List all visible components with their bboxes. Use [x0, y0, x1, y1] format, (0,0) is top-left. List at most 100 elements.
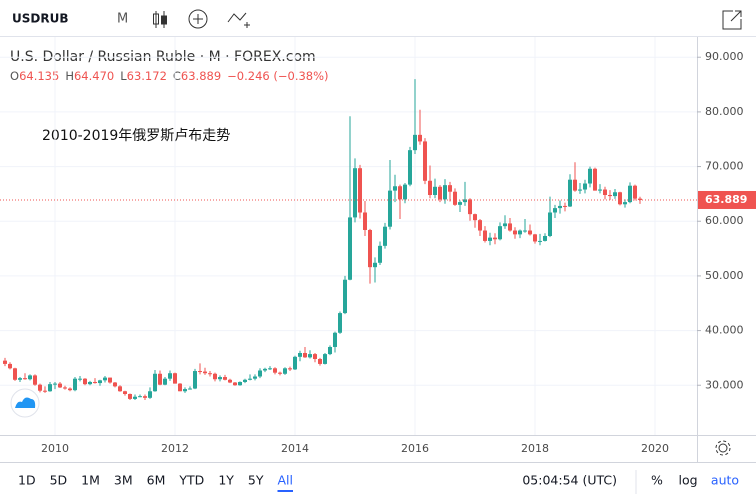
candle-body	[518, 230, 522, 235]
candle-body	[498, 226, 502, 240]
candle-body	[553, 208, 557, 213]
candle-body	[88, 381, 92, 385]
y-tick-label: 60.000	[705, 214, 744, 227]
last-price-box	[698, 190, 756, 209]
range-button[interactable]: 1D	[18, 473, 36, 488]
candle-body	[138, 396, 142, 398]
candle-body	[238, 381, 242, 386]
candle-body	[423, 141, 427, 181]
candle-body	[533, 234, 537, 242]
candle-body	[298, 352, 302, 357]
ohlc-legend: O64.135 H64.470 L63.172 C63.889 −0.246 (−0.3…	[10, 69, 329, 83]
candle-body	[373, 262, 377, 268]
candle-body	[363, 212, 367, 230]
candle-body	[588, 168, 592, 184]
candle-body	[168, 373, 172, 379]
scale-button[interactable]: log	[678, 473, 697, 488]
candle-body	[318, 359, 322, 364]
range-button[interactable]: 5D	[50, 473, 68, 488]
settings-icon[interactable]	[715, 440, 731, 456]
candle-body	[148, 391, 152, 398]
candle-body	[83, 378, 87, 385]
candle-body	[328, 346, 332, 355]
x-tick-label: 2014	[281, 442, 309, 455]
candle-body	[178, 383, 182, 392]
scale-button[interactable]: %	[651, 473, 663, 488]
candle-body	[348, 217, 352, 280]
add-icon[interactable]	[188, 9, 208, 29]
candle-body	[578, 189, 582, 191]
candle-body	[8, 363, 12, 369]
candle-body	[333, 332, 337, 347]
candle-body	[38, 384, 42, 391]
candle-body	[313, 354, 317, 360]
range-button[interactable]: All	[278, 473, 294, 488]
fullscreen-icon[interactable]	[722, 10, 742, 30]
candle-body	[393, 186, 397, 191]
candle-body	[183, 389, 187, 392]
candle-body	[448, 185, 452, 192]
candle-body	[198, 371, 202, 373]
candle-body	[58, 383, 62, 388]
x-tick-label: 2016	[401, 442, 429, 455]
ohlc-value: 63.889	[181, 69, 221, 83]
candle-body	[323, 354, 327, 364]
x-tick-label: 2010	[41, 442, 69, 455]
candle-body	[93, 381, 97, 384]
candle-body	[523, 230, 527, 232]
candle-body	[548, 212, 552, 236]
candle-body	[618, 192, 622, 205]
candle-body	[528, 230, 532, 235]
range-button[interactable]: 3M	[114, 473, 133, 488]
candle-body	[438, 186, 442, 200]
ohlc-prefix: H	[65, 69, 74, 83]
candle-body	[503, 223, 507, 227]
candle-body	[598, 189, 602, 191]
candle-body	[288, 368, 292, 370]
candle-body	[268, 368, 272, 370]
candle-body	[433, 186, 437, 195]
interval[interactable]: M	[117, 12, 128, 27]
candle-body	[408, 150, 412, 185]
candle-body	[78, 378, 82, 380]
y-tick-label: 40.000	[705, 324, 744, 337]
candle-body	[173, 373, 177, 384]
candle-body	[353, 168, 357, 218]
candle-body	[308, 354, 312, 358]
scale-button[interactable]: auto	[711, 473, 739, 488]
candle-body	[263, 368, 267, 371]
candle-body	[478, 220, 482, 231]
candle-body	[623, 202, 627, 205]
candle-body	[128, 393, 132, 399]
candle-body	[558, 205, 562, 209]
candle-body	[493, 237, 497, 240]
range-button[interactable]: 6M	[147, 473, 166, 488]
range-button[interactable]: 1M	[81, 473, 100, 488]
candle-body	[603, 189, 607, 195]
candle-body	[228, 379, 232, 383]
ohlc-value: 64.470	[74, 69, 114, 83]
candle-body	[108, 377, 112, 383]
candle-body	[613, 192, 617, 197]
candle-body	[133, 396, 137, 399]
candle-body	[488, 237, 492, 241]
y-tick-label: 50.000	[705, 269, 744, 282]
candle-body	[568, 179, 572, 207]
candle-body	[293, 356, 297, 370]
range-button[interactable]: YTD	[178, 473, 204, 488]
candle-body	[513, 230, 517, 235]
candle-body	[3, 360, 7, 364]
candle-icon[interactable]	[153, 11, 167, 28]
candle-body	[538, 240, 542, 242]
symbol[interactable]: USDRUB	[12, 12, 68, 26]
candle-body	[98, 380, 102, 384]
range-button[interactable]: 1Y	[218, 473, 234, 488]
indicator-icon[interactable]	[227, 12, 250, 28]
candle-body	[508, 223, 512, 231]
logo[interactable]	[10, 388, 40, 418]
candle-body	[118, 386, 122, 392]
candle-body	[563, 205, 567, 207]
range-button[interactable]: 5Y	[248, 473, 264, 488]
